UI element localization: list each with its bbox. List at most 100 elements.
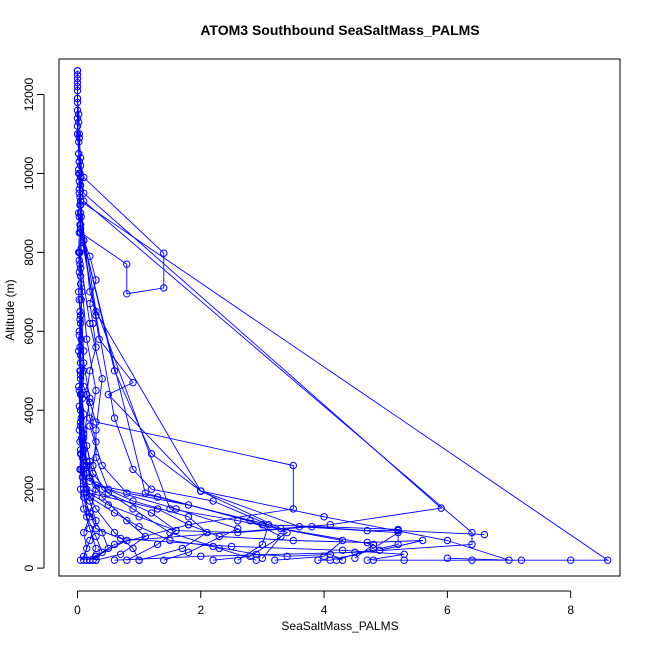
data-point (234, 556, 242, 564)
series-7 (76, 173, 476, 564)
data-point (443, 536, 452, 545)
data-point (110, 540, 119, 549)
data-point (351, 554, 359, 562)
data-point (76, 371, 85, 379)
x-axis-label: SeaSaltMass_PALMS (281, 619, 398, 633)
data-point (77, 465, 85, 474)
data-point (76, 315, 84, 324)
data-point (92, 485, 100, 493)
series-8 (75, 165, 612, 564)
data-point (104, 390, 113, 399)
data-point (172, 505, 180, 513)
y-axis-label: Altitude (m) (3, 279, 17, 340)
data-point (110, 509, 119, 517)
series-13 (76, 221, 378, 562)
data-point (75, 213, 84, 221)
data-point (86, 497, 94, 505)
data-point (283, 528, 291, 537)
data-point (98, 461, 106, 470)
data-point (123, 517, 131, 525)
series-14 (76, 228, 291, 564)
series-line (80, 165, 443, 561)
data-point (92, 386, 100, 395)
data-point (104, 501, 113, 509)
series-line (78, 161, 294, 561)
data-point (123, 260, 131, 268)
data-point (184, 548, 193, 556)
data-point (184, 513, 193, 521)
data-point (75, 110, 83, 119)
data-point (443, 554, 452, 562)
data-point (338, 546, 347, 554)
series-line (78, 169, 610, 561)
y-tick-label: 0 (22, 564, 36, 571)
data-point (234, 524, 242, 533)
series-line (80, 354, 109, 561)
data-point (295, 523, 304, 531)
data-point (73, 79, 82, 87)
data-point (92, 311, 100, 320)
data-point (129, 378, 137, 387)
x-axis: 0 2 4 6 8 (74, 590, 574, 617)
data-point (517, 556, 526, 564)
data-point (86, 394, 94, 403)
data-point (308, 523, 316, 531)
series-line (80, 212, 510, 561)
data-point (98, 548, 106, 556)
data-point (76, 438, 84, 446)
data-point (252, 550, 260, 558)
data-point (116, 550, 125, 558)
data-point (76, 450, 85, 458)
x-tick-label: 4 (321, 603, 328, 617)
data-point (75, 165, 83, 174)
data-point (75, 130, 84, 138)
data-point (437, 504, 445, 512)
data-point (135, 523, 143, 531)
data-point (123, 290, 131, 298)
data-point (73, 67, 82, 75)
chart-title: ATOM3 Southbound SeaSaltMass_PALMS (200, 22, 479, 38)
y-axis: 0 2000 4000 6000 8000 10000 12000 (22, 78, 45, 571)
data-point (92, 524, 100, 533)
data-point (419, 536, 427, 545)
data-point (209, 497, 217, 505)
data-point (197, 552, 205, 560)
data-point (258, 554, 267, 562)
data-point (76, 418, 85, 426)
data-point (394, 528, 402, 537)
data-point (75, 382, 83, 391)
data-point (363, 526, 371, 535)
data-point (86, 536, 94, 545)
data-point (178, 544, 187, 553)
data-point (468, 556, 476, 564)
series-21 (76, 351, 113, 564)
data-point (320, 513, 328, 521)
data-point (172, 526, 180, 535)
data-point (76, 280, 85, 288)
data-point (92, 556, 100, 564)
data-point (209, 542, 217, 551)
data-point (104, 544, 113, 553)
data-point (289, 505, 297, 513)
data-point (160, 284, 168, 292)
y-tick-label: 8000 (22, 239, 36, 266)
data-point (77, 213, 85, 221)
data-point (76, 209, 85, 217)
data-point (184, 501, 193, 509)
data-point (289, 536, 297, 545)
data-point (264, 521, 273, 529)
data-point (116, 534, 125, 543)
data-point (86, 493, 94, 501)
x-tick-label: 2 (197, 603, 204, 617)
x-tick-label: 8 (567, 603, 574, 617)
data-point (468, 528, 476, 537)
data-point (80, 556, 88, 564)
data-point (92, 505, 100, 513)
data-point (197, 487, 205, 495)
data-point (86, 422, 94, 430)
data-point (75, 185, 84, 193)
data-point (234, 528, 242, 537)
data-point (338, 556, 347, 564)
data-point (375, 546, 384, 554)
data-point (95, 335, 103, 343)
